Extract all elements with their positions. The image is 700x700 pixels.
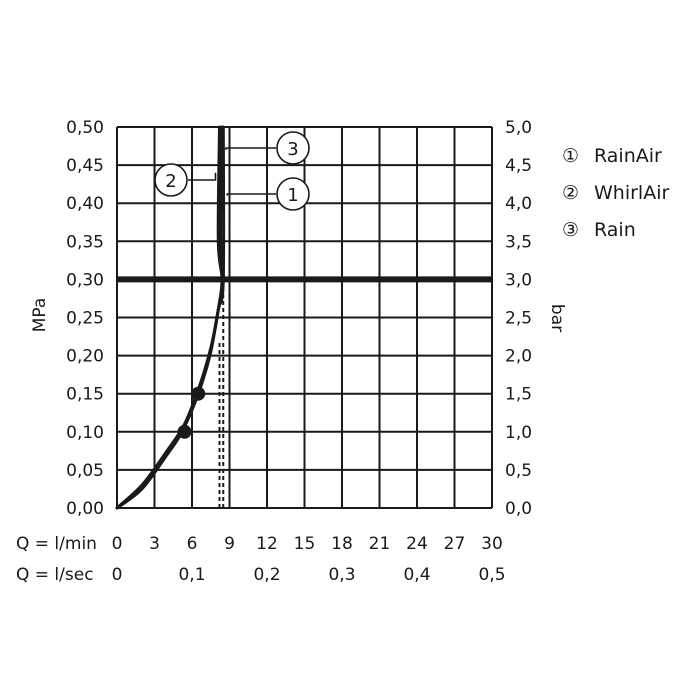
y-left-tick-label: 0,45 [66, 156, 104, 176]
x-tick-label: 12 [256, 534, 278, 554]
legend-entry: RainAir [594, 145, 662, 167]
y-left-tick-label: 0,50 [66, 118, 104, 138]
callout-leader-1 [226, 193, 276, 196]
y-left-tick-label: 0,10 [66, 423, 104, 443]
y-left-tick-label: 0,05 [66, 461, 104, 481]
legend-entry: WhirlAir [594, 182, 669, 204]
y-right-tick-label: 2,5 [505, 309, 532, 329]
y-left-tick-label: 0,40 [66, 194, 104, 214]
series-line-3 [115, 125, 225, 510]
left-y-tick-labels: 0,00 0,05 0,10 0,15 0,20 0,25 0,30 0,35 0,40 0,45… [66, 118, 104, 519]
dashed-extension-layer [218, 279, 225, 508]
y-right-tick-label: 2,0 [505, 347, 532, 367]
y-right-tick-label: 1,5 [505, 385, 532, 405]
legend: ① RainAir ② WhirlAir ③ Rain [562, 145, 669, 241]
x-axis-rows: Q = l/min 0 3 6 9 12 15 18 21 24 27 30 Q = l/sec 0 0,1… [16, 534, 506, 585]
legend-marker: ① [562, 145, 579, 167]
x-row-label: Q = l/sec [16, 565, 94, 585]
y-right-tick-label: 0,0 [505, 499, 532, 519]
y-axis-right-title: bar [547, 304, 567, 332]
y-right-tick-label: 0,5 [505, 461, 532, 481]
x-tick-label: 0,4 [403, 565, 430, 585]
callout-leader-2 [188, 172, 217, 181]
x-tick-label: 0,2 [253, 565, 280, 585]
x-tick-label: 0,3 [328, 565, 355, 585]
callout-leader-3 [225, 147, 276, 150]
legend-entry: Rain [594, 219, 636, 241]
x-tick-label: 15 [294, 534, 316, 554]
callout-label-3: 3 [287, 139, 298, 160]
y-left-tick-label: 0,15 [66, 385, 104, 405]
x-tick-label: 6 [187, 534, 198, 554]
x-tick-label: 0 [112, 565, 123, 585]
x-tick-label: 27 [444, 534, 466, 554]
x-tick-label: 3 [149, 534, 160, 554]
x-tick-label: 0 [112, 534, 123, 554]
x-tick-label: 24 [406, 534, 428, 554]
x-tick-label: 30 [481, 534, 503, 554]
callout-label-2: 2 [165, 171, 176, 192]
x-tick-label: 9 [224, 534, 235, 554]
x-tick-label: 0,5 [478, 565, 505, 585]
legend-marker: ② [562, 182, 579, 204]
callout-circle-2 [154, 163, 188, 197]
y-left-tick-label: 0,00 [66, 499, 104, 519]
y-left-tick-label: 0,30 [66, 270, 104, 290]
y-right-tick-label: 3,5 [505, 232, 532, 252]
y-right-tick-label: 1,0 [505, 423, 532, 443]
legend-marker: ③ [562, 219, 579, 241]
y-left-tick-label: 0,20 [66, 347, 104, 367]
x-tick-label: 18 [331, 534, 353, 554]
x-row-label: Q = l/min [16, 534, 97, 554]
y-axis-left-title: MPa [30, 298, 50, 333]
x-tick-label: 21 [369, 534, 391, 554]
y-right-tick-label: 4,0 [505, 194, 532, 214]
callout-circle-3 [276, 131, 310, 165]
y-left-tick-label: 0,25 [66, 309, 104, 329]
y-left-tick-label: 0,35 [66, 232, 104, 252]
callout-circle-1 [276, 177, 310, 211]
callout-layer: 3 2 1 [154, 131, 310, 211]
callout-label-1: 1 [287, 185, 298, 206]
x-tick-label: 0,1 [178, 565, 205, 585]
y-right-tick-label: 4,5 [505, 156, 532, 176]
series-layer [115, 125, 226, 510]
y-right-tick-label: 5,0 [505, 118, 532, 138]
right-y-tick-labels: 0,0 0,5 1,0 1,5 2,0 2,5 3,0 3,5 4,0 4,5 5,0 [505, 118, 532, 519]
y-right-tick-label: 3,0 [505, 270, 532, 290]
